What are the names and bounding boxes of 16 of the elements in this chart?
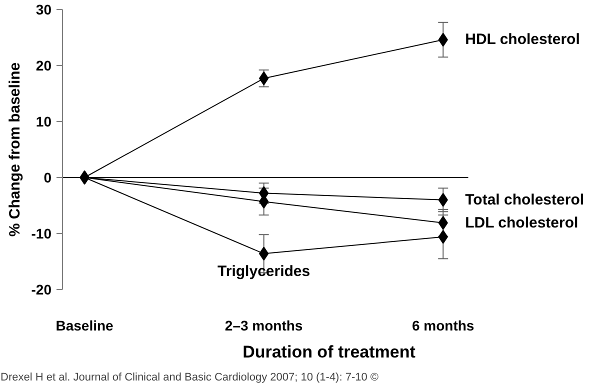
- y-tick-label: -10: [31, 226, 52, 242]
- x-tick-label: 2–3 months: [224, 318, 303, 334]
- y-tick-label: 10: [36, 114, 52, 130]
- y-axis-title: % Change from baseline: [6, 62, 24, 237]
- series-label: Triglycerides: [218, 263, 310, 280]
- y-tick-label: 20: [36, 58, 52, 74]
- x-tick-label: 6 months: [412, 318, 474, 334]
- y-tick-label: -20: [31, 282, 52, 298]
- series-label: HDL cholesterol: [465, 31, 580, 48]
- y-tick-label: 30: [36, 2, 52, 18]
- series-label: LDL cholesterol: [465, 214, 578, 232]
- y-tick-label: 0: [44, 170, 52, 186]
- x-axis-title: Duration of treatment: [242, 342, 416, 362]
- series-label: Total cholesterol: [465, 191, 584, 208]
- x-tick-label: Baseline: [56, 318, 114, 334]
- text: Drexel H et al. Journal of Clinical and Basic Cardiology 2007; 10 (1-4): 7-10 ©: [0, 372, 379, 384]
